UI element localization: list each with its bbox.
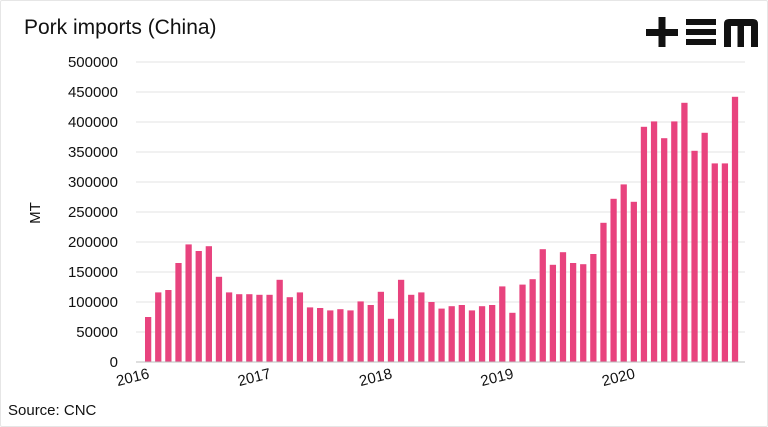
bar [145, 317, 152, 362]
bar [559, 252, 567, 362]
x-tick-label: 2017 [236, 365, 272, 390]
bar [306, 307, 314, 362]
bar [175, 263, 182, 362]
y-tick-label: 200000 [68, 234, 118, 251]
bar [397, 279, 405, 362]
bar [610, 198, 617, 362]
y-tick-label: 150000 [68, 264, 118, 281]
bar [529, 279, 536, 362]
y-tick-label: 400000 [68, 114, 118, 131]
tem-logo [646, 16, 760, 53]
bar [671, 121, 678, 363]
bar [721, 163, 729, 362]
bar [337, 309, 344, 362]
bar [448, 306, 455, 362]
x-tick-labels: 2016 2017 2018 2019 2020 [115, 365, 637, 390]
y-tick-label: 350000 [68, 144, 118, 161]
bar [225, 292, 233, 362]
x-tick-label: 2019 [479, 365, 515, 390]
y-tick-label: 0 [110, 354, 118, 371]
bar [155, 292, 162, 362]
bar [377, 291, 384, 362]
x-tick-label: 2016 [115, 365, 151, 390]
bar [236, 294, 243, 362]
bar [347, 310, 354, 362]
bar [185, 244, 192, 362]
bar [408, 294, 415, 362]
bars [145, 96, 739, 363]
bar [317, 308, 324, 362]
bar [620, 184, 627, 362]
bar [630, 201, 637, 362]
bar [286, 297, 293, 362]
bar [458, 305, 465, 362]
x-tick-label: 2020 [600, 365, 636, 390]
bar [357, 301, 364, 362]
y-tick-labels: 0 50000 100000 150000 200000 250000 300000 3500… [68, 54, 118, 371]
bar [711, 163, 718, 362]
bar [650, 121, 658, 363]
bar [600, 222, 607, 362]
bar [276, 279, 283, 362]
bar [256, 294, 263, 362]
bar [580, 264, 587, 362]
bar [296, 292, 304, 362]
bar [468, 310, 476, 362]
bar [367, 305, 374, 362]
bar [327, 310, 334, 362]
bar [539, 249, 546, 362]
bar [387, 318, 395, 362]
bar [266, 294, 273, 362]
bar [661, 138, 668, 362]
bar [438, 308, 445, 362]
bar [499, 286, 506, 362]
y-tick-label: 50000 [76, 324, 118, 341]
y-tick-label: 100000 [68, 294, 118, 311]
bar [478, 306, 486, 362]
bar [549, 264, 557, 362]
y-tick-label: 300000 [68, 174, 118, 191]
chart-title: Pork imports (China) [24, 16, 217, 39]
y-axis-label: MT [27, 202, 44, 224]
x-tick-label: 2018 [357, 365, 393, 390]
bar [195, 251, 202, 362]
bar [731, 96, 739, 363]
bar [519, 284, 526, 362]
bar [590, 254, 597, 362]
source-note: Source: CNC [8, 402, 97, 419]
bar [681, 102, 688, 363]
bar [509, 312, 516, 362]
bar [569, 263, 577, 362]
bar [215, 276, 223, 362]
bar [246, 294, 253, 362]
y-tick-label: 500000 [68, 54, 118, 71]
bar [701, 132, 708, 362]
bar [428, 302, 435, 362]
bar [691, 150, 698, 362]
bar [165, 290, 172, 362]
bar [418, 292, 425, 362]
y-tick-label: 450000 [68, 84, 118, 101]
bar [640, 126, 648, 362]
bar [489, 305, 496, 362]
bar [205, 246, 212, 362]
y-tick-label: 250000 [68, 204, 118, 221]
